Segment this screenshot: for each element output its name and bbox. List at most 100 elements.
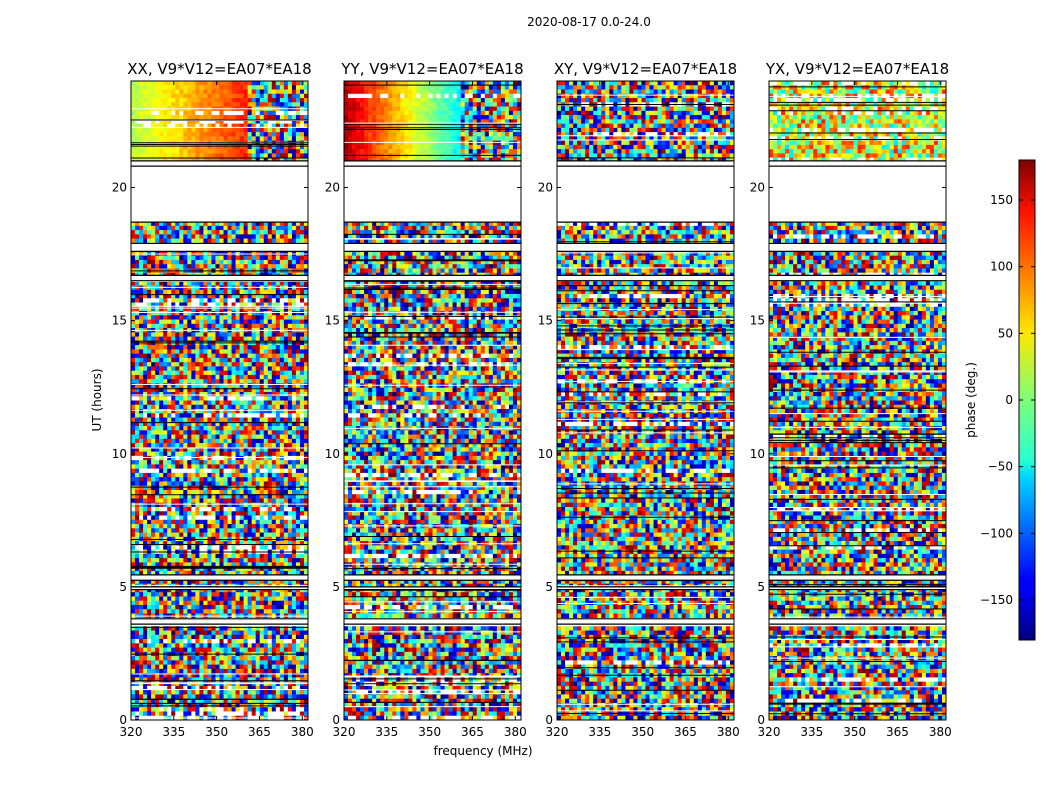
phase-cell [179, 460, 184, 465]
phase-cell [259, 587, 265, 593]
phase-cell [191, 336, 196, 342]
phase-cell [287, 234, 293, 239]
phase-cell [139, 255, 144, 261]
phase-cell [263, 460, 269, 465]
phase-cell [203, 289, 208, 295]
phase-cell [199, 562, 204, 567]
phase-cell [131, 481, 136, 486]
phase-cell [207, 468, 212, 474]
phase-cell [259, 443, 265, 448]
phase-cell [255, 562, 261, 567]
phase-cell [231, 89, 236, 95]
phase-cell [283, 545, 289, 550]
phase-cell [247, 238, 252, 244]
phase-cell [139, 85, 144, 90]
phase-cell [203, 430, 208, 435]
phase-cell [207, 319, 212, 325]
phase-cell [191, 609, 196, 614]
phase-cell [295, 524, 301, 529]
phase-cell [295, 532, 301, 538]
phase-cell [227, 127, 232, 133]
phase-cell [151, 230, 156, 235]
phase-cell [283, 255, 289, 261]
phase-cell [259, 400, 265, 406]
phase-cell [215, 502, 220, 508]
phase-cell [187, 362, 192, 367]
phase-cell [147, 600, 152, 606]
phase-cell [291, 494, 297, 499]
phase-cell [223, 238, 228, 244]
phase-cell [147, 230, 152, 235]
phase-cell [271, 366, 277, 371]
phase-cell [195, 383, 200, 389]
phase-cell [247, 353, 252, 359]
phase-cell [275, 332, 281, 337]
phase-cell [219, 477, 224, 482]
phase-cell [179, 315, 184, 320]
phase-cell [187, 639, 192, 644]
phase-cell [239, 349, 244, 354]
phase-cell [155, 302, 160, 308]
phase-cell [243, 553, 248, 559]
phase-cell [151, 370, 156, 376]
phase-cell [211, 604, 216, 610]
phase-cell [219, 600, 224, 606]
phase-cell [211, 502, 216, 508]
phase-cell [283, 609, 289, 614]
phase-cell [283, 89, 289, 95]
phase-cell [163, 230, 168, 235]
phase-cell [195, 532, 200, 538]
phase-cell [279, 489, 285, 495]
phase-cell [191, 366, 196, 371]
phase-cell [171, 532, 176, 538]
phase-cell [251, 468, 256, 474]
phase-cell [295, 374, 301, 380]
phase-cell [255, 489, 261, 495]
phase-cell [135, 553, 140, 559]
phase-cell [271, 417, 277, 423]
phase-cell [207, 515, 212, 521]
phase-cell [139, 294, 144, 299]
phase-cell [143, 434, 148, 440]
phase-cell [295, 430, 301, 435]
phase-cell [163, 345, 168, 350]
phase-cell [291, 294, 297, 299]
phase-cell [223, 379, 228, 384]
phase-cell [211, 562, 216, 567]
phase-cell [147, 468, 152, 474]
phase-cell [295, 596, 301, 602]
phase-cell [199, 481, 204, 486]
phase-cell [259, 298, 265, 303]
phase-cell [159, 434, 164, 440]
phase-cell [147, 609, 152, 614]
phase-cell [179, 600, 184, 606]
phase-cell [247, 532, 252, 538]
phase-cell [187, 396, 192, 401]
phase-cell [303, 281, 308, 286]
phase-cell [271, 345, 277, 350]
phase-cell [263, 264, 269, 269]
phase-cell [223, 507, 228, 512]
phase-cell [247, 553, 252, 559]
phase-cell [299, 353, 305, 359]
phase-cell [283, 370, 289, 376]
phase-cell [271, 319, 277, 325]
phase-cell [171, 443, 176, 448]
phase-cell [131, 230, 136, 235]
phase-cell [203, 532, 208, 538]
phase-cell [155, 489, 160, 495]
phase-cell [139, 259, 144, 265]
phase-cell [267, 489, 273, 495]
phase-cell [299, 115, 305, 120]
phase-cell [271, 98, 277, 103]
phase-cell [215, 643, 220, 648]
phase-cell [151, 89, 156, 95]
phase-cell [135, 289, 140, 295]
phase-cell [243, 468, 248, 474]
phase-cell [283, 604, 289, 610]
phase-cell [187, 383, 192, 389]
phase-cell [147, 596, 152, 602]
phase-cell [143, 302, 148, 308]
phase-cell [223, 626, 228, 631]
phase-cell [151, 417, 156, 423]
